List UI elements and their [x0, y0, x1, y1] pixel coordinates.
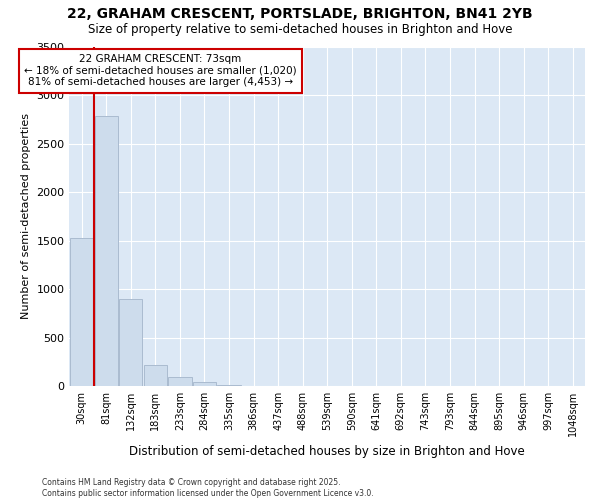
Bar	[95, 116, 118, 386]
Bar	[70, 238, 94, 386]
Bar	[168, 377, 191, 386]
Text: 22, GRAHAM CRESCENT, PORTSLADE, BRIGHTON, BN41 2YB: 22, GRAHAM CRESCENT, PORTSLADE, BRIGHTON…	[67, 8, 533, 22]
Bar	[143, 365, 167, 386]
Bar	[193, 382, 216, 386]
Text: Contains HM Land Registry data © Crown copyright and database right 2025.
Contai: Contains HM Land Registry data © Crown c…	[42, 478, 374, 498]
Text: Size of property relative to semi-detached houses in Brighton and Hove: Size of property relative to semi-detach…	[88, 22, 512, 36]
Bar	[217, 385, 241, 386]
Text: 22 GRAHAM CRESCENT: 73sqm
← 18% of semi-detached houses are smaller (1,020)
81% : 22 GRAHAM CRESCENT: 73sqm ← 18% of semi-…	[24, 54, 296, 88]
X-axis label: Distribution of semi-detached houses by size in Brighton and Hove: Distribution of semi-detached houses by …	[130, 444, 525, 458]
Bar	[119, 298, 142, 386]
Y-axis label: Number of semi-detached properties: Number of semi-detached properties	[21, 114, 31, 320]
